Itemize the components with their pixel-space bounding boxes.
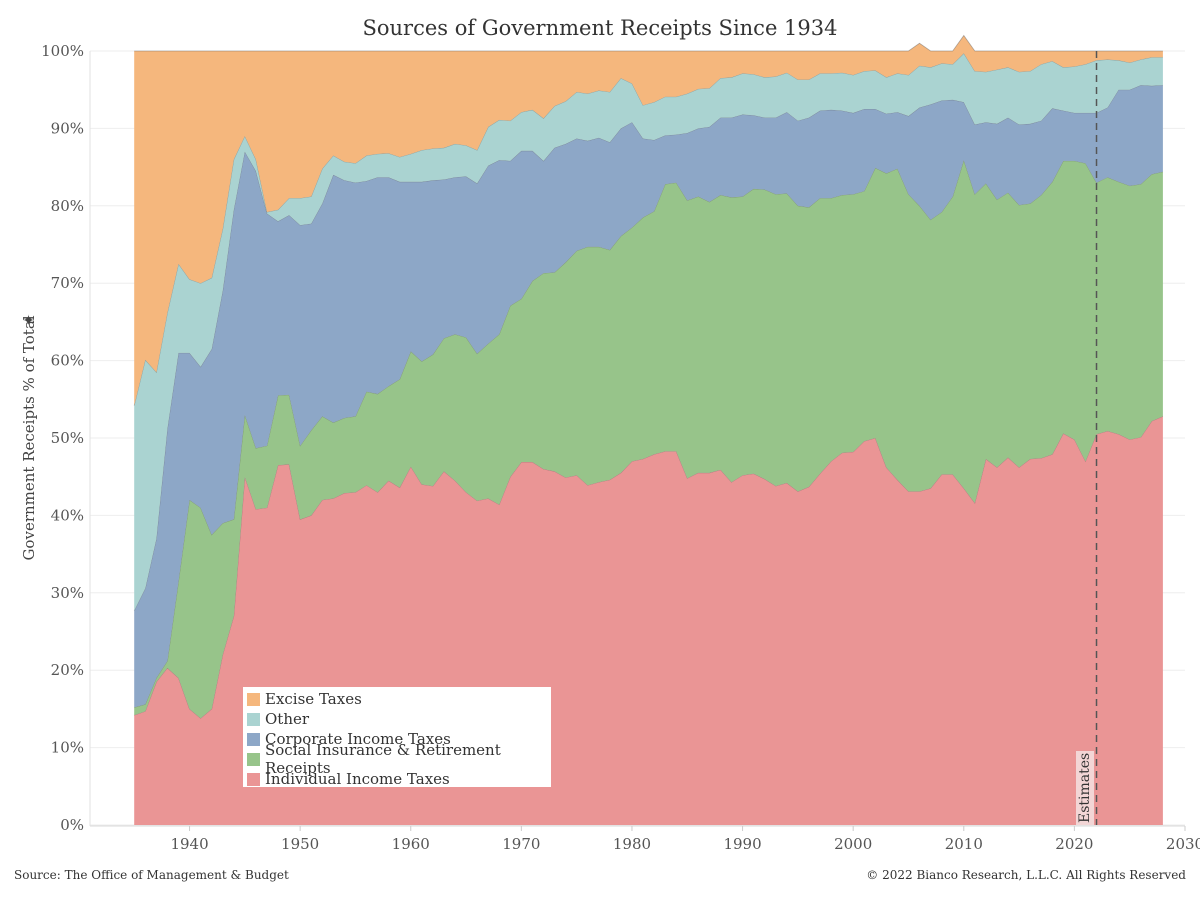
y-tick-label: 100% (41, 42, 84, 60)
chart-legend: Excise Taxes Other Corporate Income Taxe… (243, 687, 551, 789)
x-tick-label: 2030 (1166, 835, 1200, 853)
legend-item-social-insurance[interactable]: Social Insurance & Retirement Receipts (247, 741, 551, 777)
legend-item-other[interactable]: Other (247, 709, 551, 729)
y-tick-label: 80% (51, 197, 84, 215)
swatch-individual (247, 772, 260, 786)
y-tick-label: 70% (51, 274, 84, 292)
legend-label-individual: Individual Income Taxes (265, 770, 450, 788)
legend-item-individual[interactable]: Individual Income Taxes (247, 769, 551, 789)
area-social-insurance-retirement-receipts (134, 160, 1163, 719)
legend-label-other: Other (265, 710, 310, 728)
area-corporate-income-taxes (134, 85, 1163, 708)
y-tick-label: 40% (51, 506, 84, 524)
chart-axes (89, 51, 1185, 827)
x-tick-label: 2020 (1055, 835, 1093, 853)
series-boundary-line (134, 34, 1163, 52)
swatch-other (247, 712, 260, 726)
y-axis-label: Government Receipts % of Total (20, 315, 38, 560)
x-tick-label: 1940 (170, 835, 208, 853)
legend-label-corporate: Corporate Income Taxes (265, 730, 451, 748)
x-tick-label: 1970 (502, 835, 540, 853)
x-tick-label: 1990 (723, 835, 761, 853)
swatch-corporate (247, 732, 260, 746)
y-tick-label: 90% (51, 119, 84, 137)
estimates-label: Estimates (1076, 751, 1094, 825)
x-tick-labels: 1940 1950 1960 1970 1980 1990 2000 2010 2020 2030 (170, 826, 1200, 853)
x-tick-label: 1980 (613, 835, 651, 853)
y-tick-label: 20% (51, 661, 84, 679)
x-tick-label: 2000 (834, 835, 872, 853)
x-tick-label: 1950 (281, 835, 319, 853)
y-tick-label: 0% (60, 816, 84, 834)
legend-label-social-insurance: Social Insurance & Retirement Receipts (265, 741, 501, 777)
legend-item-excise[interactable]: Excise Taxes (247, 689, 551, 709)
swatch-social-insurance (247, 752, 260, 766)
y-tick-labels: 0% 10% 20% 30% 40% 50% 60% 70% 80% 90% 100% (41, 42, 84, 834)
copyright-note: © 2022 Bianco Research, L.L.C. All Right… (866, 868, 1186, 882)
chart-title: Sources of Government Receipts Since 193… (362, 16, 838, 40)
legend-item-corporate[interactable]: Corporate Income Taxes (247, 729, 551, 749)
x-tick-label: 1960 (392, 835, 430, 853)
x-tick-label: 2010 (945, 835, 983, 853)
area-excise-taxes (134, 35, 1163, 406)
y-tick-label: 10% (51, 739, 84, 757)
y-tick-label: 50% (51, 429, 84, 447)
y-tick-label: 30% (51, 584, 84, 602)
source-note: Source: The Office of Management & Budge… (14, 868, 289, 882)
swatch-excise (247, 692, 260, 706)
area-other (134, 53, 1163, 611)
y-tick-label: 60% (51, 352, 84, 370)
legend-label-excise: Excise Taxes (265, 690, 362, 708)
pin-icon: ✦ (20, 314, 38, 327)
